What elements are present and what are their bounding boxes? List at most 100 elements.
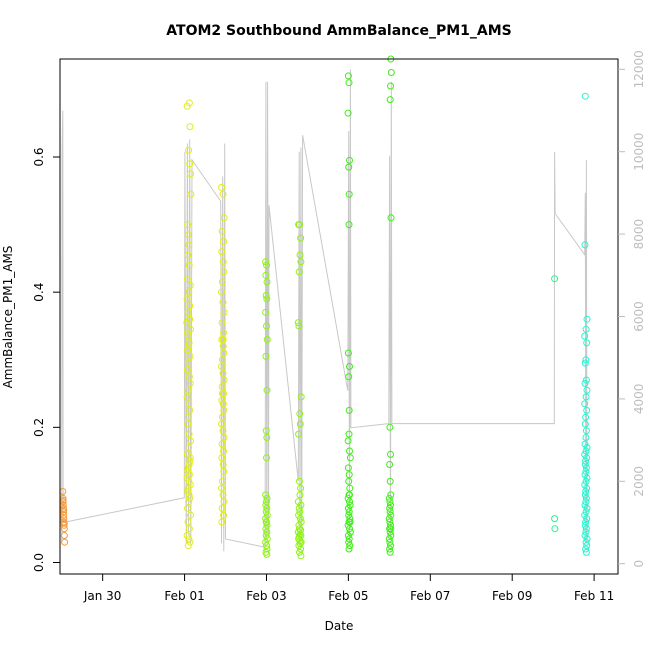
data-point-series-3 [386, 423, 394, 431]
data-point-series-1 [184, 413, 192, 421]
data-point-series-2 [296, 548, 303, 556]
data-point-series-5 [582, 528, 590, 536]
data-point-series-3 [387, 501, 394, 509]
data-point-series-1 [186, 406, 194, 414]
data-point-series-1 [219, 342, 227, 350]
data-point-series-2 [263, 494, 271, 502]
data-point-series-1 [219, 336, 227, 343]
data-point-series-1 [183, 532, 191, 539]
data-point-series-1 [220, 308, 228, 316]
data-point-series-2 [262, 525, 270, 533]
y-axis-label: AmmBalance_PM1_AMS [1, 246, 15, 389]
data-point-series-5 [583, 444, 591, 452]
data-point-series-1 [218, 477, 226, 485]
data-point-series-3 [386, 96, 394, 104]
data-point-series-2 [263, 545, 271, 553]
data-point-series-1 [187, 170, 194, 178]
data-point-series-5 [583, 474, 591, 482]
data-point-series-5 [581, 491, 589, 499]
data-point-series-2 [295, 504, 303, 512]
data-point-series-3 [385, 535, 393, 543]
data-point-series-3 [386, 477, 394, 485]
data-point-series-2 [262, 518, 270, 526]
data-point-series-2 [263, 322, 270, 330]
data-point-series-2 [296, 251, 304, 259]
data-point-series-2 [262, 538, 270, 546]
data-point-series-3 [346, 515, 354, 523]
data-point-series-3 [344, 464, 352, 472]
data-point-series-2 [262, 515, 270, 523]
data-point-series-2 [297, 501, 305, 509]
data-point-series-1 [220, 434, 228, 441]
data-point-series-5 [582, 325, 590, 333]
data-point-series-2 [297, 545, 305, 553]
data-point-series-1 [218, 440, 226, 448]
data-point-series-3 [387, 521, 394, 529]
data-point-series-1 [185, 146, 193, 154]
data-point-series-1 [184, 308, 192, 316]
data-point-series-3 [387, 69, 395, 76]
chart-title: ATOM2 Southbound AmmBalance_PM1_AMS [166, 23, 511, 39]
data-point-series-3 [386, 518, 394, 526]
data-point-series-5 [582, 548, 590, 556]
data-point-series-1 [218, 383, 226, 391]
x-tick-label: Feb 03 [246, 589, 286, 603]
data-point-series-5 [582, 447, 590, 455]
data-point-series-3 [346, 525, 353, 533]
data-point-series-1 [183, 504, 191, 512]
data-point-series-2 [295, 542, 303, 550]
data-point-series-1 [219, 491, 227, 499]
data-point-series-2 [262, 271, 270, 279]
data-point-series-1 [220, 511, 227, 519]
y-tick-label: 0.0 [32, 553, 46, 572]
data-point-series-1 [186, 457, 194, 465]
data-point-series-1 [185, 261, 193, 269]
data-point-series-1 [184, 420, 192, 428]
data-point-series-1 [185, 498, 193, 506]
data-point-series-3 [345, 406, 353, 414]
data-point-series-5 [582, 518, 590, 526]
data-point-series-2 [263, 336, 271, 343]
data-point-series-1 [218, 396, 226, 404]
data-point-series-3 [344, 72, 352, 80]
y2-tick-label: 4000 [632, 384, 646, 415]
data-point-series-3 [345, 190, 353, 198]
data-point-series-3 [386, 528, 394, 536]
data-point-series-2 [263, 511, 271, 519]
data-point-series-3 [387, 511, 395, 519]
data-point-series-5 [581, 450, 589, 458]
data-point-series-5 [581, 461, 589, 468]
data-point-series-5 [581, 420, 589, 428]
data-point-series-1 [183, 366, 191, 374]
data-point-series-1 [184, 221, 192, 229]
x-tick-label: Jan 30 [83, 589, 122, 603]
data-point-series-3 [345, 221, 353, 229]
data-point-series-2 [296, 515, 304, 523]
data-point-series-2 [263, 454, 270, 462]
y2-axis: 0 2000 4000 6000 8000 10000 12000 [618, 50, 646, 568]
data-point-series-2 [263, 278, 271, 286]
data-point-series-1 [186, 481, 194, 489]
data-point-series-1 [219, 258, 227, 266]
data-point-series-1 [219, 298, 227, 306]
data-point-series-1 [218, 390, 226, 397]
data-point-series-1 [186, 302, 194, 310]
data-point-series-5 [582, 413, 590, 421]
data-point-series-2 [263, 550, 271, 558]
data-point-series-1 [218, 319, 226, 327]
data-point-series-2 [295, 268, 303, 276]
data-point-series-5 [583, 315, 591, 323]
data-point-series-2 [262, 532, 270, 539]
data-point-series-1 [220, 376, 228, 384]
data-point-series-2 [262, 308, 270, 316]
data-point-series-5 [583, 386, 591, 394]
data-point-series-3 [385, 494, 393, 502]
data-point-series-2 [263, 521, 271, 529]
y-tick-label: 0.2 [32, 418, 46, 437]
data-point-series-3 [346, 501, 354, 509]
data-point-series-2 [262, 352, 270, 360]
data-point-series-3 [387, 450, 394, 458]
data-point-series-2 [295, 322, 303, 330]
data-point-series-2 [296, 477, 303, 485]
